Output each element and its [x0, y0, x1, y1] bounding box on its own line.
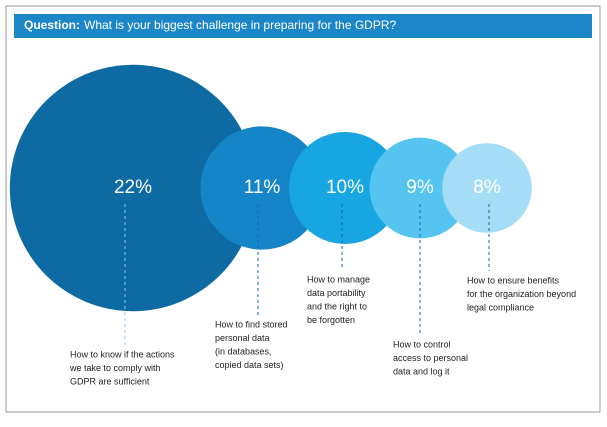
- category-label: for the organization beyond: [467, 289, 576, 299]
- category-label: data and log it: [393, 366, 450, 376]
- value-label: 11%: [244, 177, 281, 198]
- value-label: 8%: [473, 177, 501, 198]
- bubble: [289, 132, 401, 244]
- category-label: be forgotten: [307, 315, 355, 325]
- category-label: How to control: [393, 339, 451, 349]
- header-bar: [14, 14, 592, 38]
- category-label: (in databases,: [215, 346, 272, 356]
- category-label: GDPR are sufficient: [70, 376, 150, 386]
- category-label: we take to comply with: [69, 363, 161, 373]
- category-label: How to find stored: [215, 319, 288, 329]
- category-label: How to ensure benefits: [467, 275, 560, 285]
- category-label: How to manage: [307, 274, 370, 284]
- category-label: legal compliance: [467, 302, 534, 312]
- header-lead: Question:: [24, 18, 80, 32]
- chart-title: What is your biggest challenge in prepar…: [84, 18, 396, 32]
- category-label: How to know if the actions: [70, 349, 175, 359]
- category-label: copied data sets): [215, 360, 284, 370]
- plot: [9, 64, 532, 312]
- category-label: access to personal: [393, 353, 468, 363]
- category-label: personal data: [215, 333, 270, 343]
- bubble: [9, 64, 257, 312]
- header: Question: What is your biggest challenge …: [24, 18, 396, 32]
- category-label: data portability: [307, 288, 366, 298]
- bubble: [369, 137, 471, 239]
- value-label: 10%: [326, 177, 364, 198]
- bubble: [442, 143, 532, 233]
- value-label: 9%: [406, 177, 434, 198]
- value-label: 22%: [114, 177, 152, 198]
- category-label: and the right to: [307, 301, 367, 311]
- bubble: [200, 126, 324, 250]
